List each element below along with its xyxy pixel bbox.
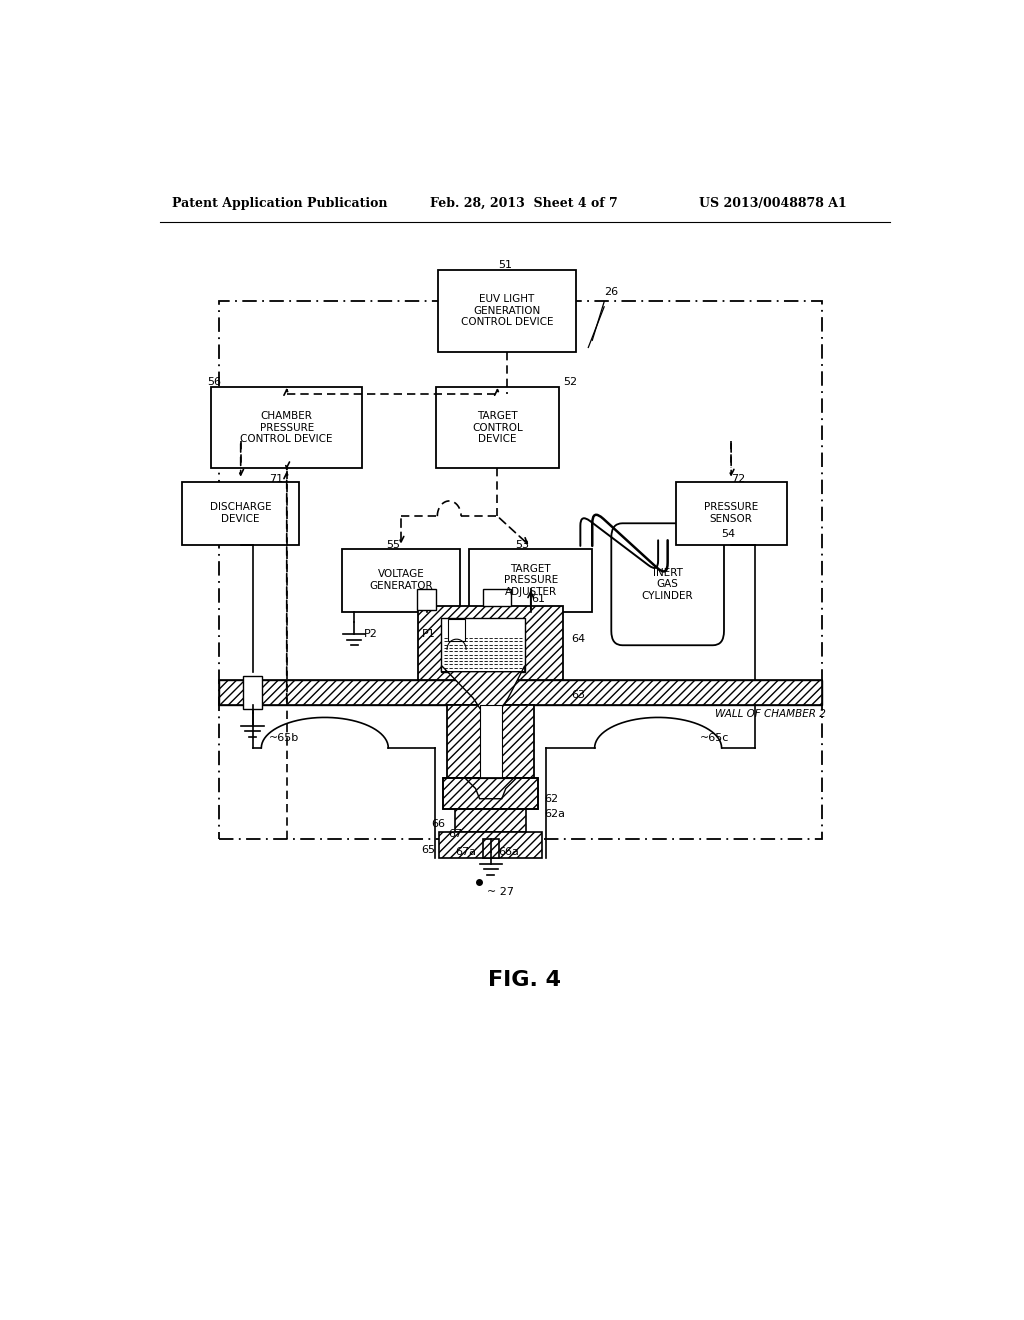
Bar	[243, 676, 262, 709]
Bar	[482, 840, 499, 858]
Text: 63: 63	[570, 690, 585, 700]
Polygon shape	[441, 665, 524, 710]
Bar	[447, 619, 465, 642]
FancyBboxPatch shape	[611, 523, 724, 645]
Bar	[182, 482, 299, 545]
Text: 62a: 62a	[545, 809, 565, 818]
Bar	[418, 589, 436, 610]
Bar	[437, 271, 577, 351]
Polygon shape	[465, 779, 516, 799]
Text: TARGET
CONTROL
DEVICE: TARGET CONTROL DEVICE	[472, 411, 523, 445]
Text: 53: 53	[515, 540, 529, 549]
Text: CHAMBER
PRESSURE
CONTROL DEVICE: CHAMBER PRESSURE CONTROL DEVICE	[241, 411, 333, 445]
Text: DISCHARGE
DEVICE: DISCHARGE DEVICE	[210, 503, 271, 524]
Text: US 2013/0048878 A1: US 2013/0048878 A1	[699, 197, 847, 210]
Bar	[441, 618, 525, 672]
Text: P2: P2	[364, 630, 377, 639]
Text: 66a: 66a	[499, 846, 519, 857]
Text: Feb. 28, 2013  Sheet 4 of 7: Feb. 28, 2013 Sheet 4 of 7	[430, 197, 617, 210]
Bar	[436, 387, 559, 469]
Text: 61: 61	[530, 594, 545, 605]
Bar	[439, 833, 543, 858]
Bar	[676, 482, 786, 545]
Text: ~65b: ~65b	[269, 733, 299, 743]
Text: VOLTAGE
GENERATOR: VOLTAGE GENERATOR	[370, 569, 433, 591]
Bar	[479, 705, 502, 779]
Text: 26: 26	[604, 286, 618, 297]
Bar	[483, 589, 511, 606]
Text: 54: 54	[722, 529, 735, 540]
Bar	[443, 779, 539, 809]
Bar	[219, 301, 822, 840]
Bar	[469, 549, 592, 611]
Text: 72: 72	[731, 474, 745, 483]
Text: TARGET
PRESSURE
ADJUSTER: TARGET PRESSURE ADJUSTER	[504, 564, 558, 597]
Bar	[211, 387, 362, 469]
Bar	[455, 809, 526, 833]
Text: 67: 67	[449, 829, 463, 840]
Bar	[447, 705, 535, 779]
Text: ~ 27: ~ 27	[486, 887, 514, 898]
Bar	[419, 606, 563, 680]
Text: FIG. 4: FIG. 4	[488, 970, 561, 990]
Text: EUV LIGHT
GENERATION
CONTROL DEVICE: EUV LIGHT GENERATION CONTROL DEVICE	[461, 294, 553, 327]
Text: 56: 56	[207, 378, 221, 387]
Text: 66: 66	[431, 820, 445, 829]
Text: 51: 51	[499, 260, 513, 271]
Bar	[219, 680, 822, 705]
Text: 64: 64	[570, 634, 585, 644]
Text: 65: 65	[421, 845, 435, 854]
Bar	[342, 549, 460, 611]
Text: 55: 55	[386, 540, 400, 549]
Text: P1: P1	[422, 630, 436, 639]
Text: PRESSURE
SENSOR: PRESSURE SENSOR	[705, 503, 758, 524]
Text: 67a: 67a	[456, 846, 476, 857]
Text: WALL OF CHAMBER 2: WALL OF CHAMBER 2	[715, 709, 826, 719]
Text: 62: 62	[545, 793, 559, 804]
Bar	[219, 680, 822, 705]
Text: Patent Application Publication: Patent Application Publication	[172, 197, 387, 210]
Text: 52: 52	[563, 378, 577, 387]
Bar	[443, 779, 539, 809]
Text: INERT
GAS
CYLINDER: INERT GAS CYLINDER	[642, 568, 693, 601]
Text: ~65c: ~65c	[699, 733, 729, 743]
Text: 71: 71	[269, 474, 284, 483]
